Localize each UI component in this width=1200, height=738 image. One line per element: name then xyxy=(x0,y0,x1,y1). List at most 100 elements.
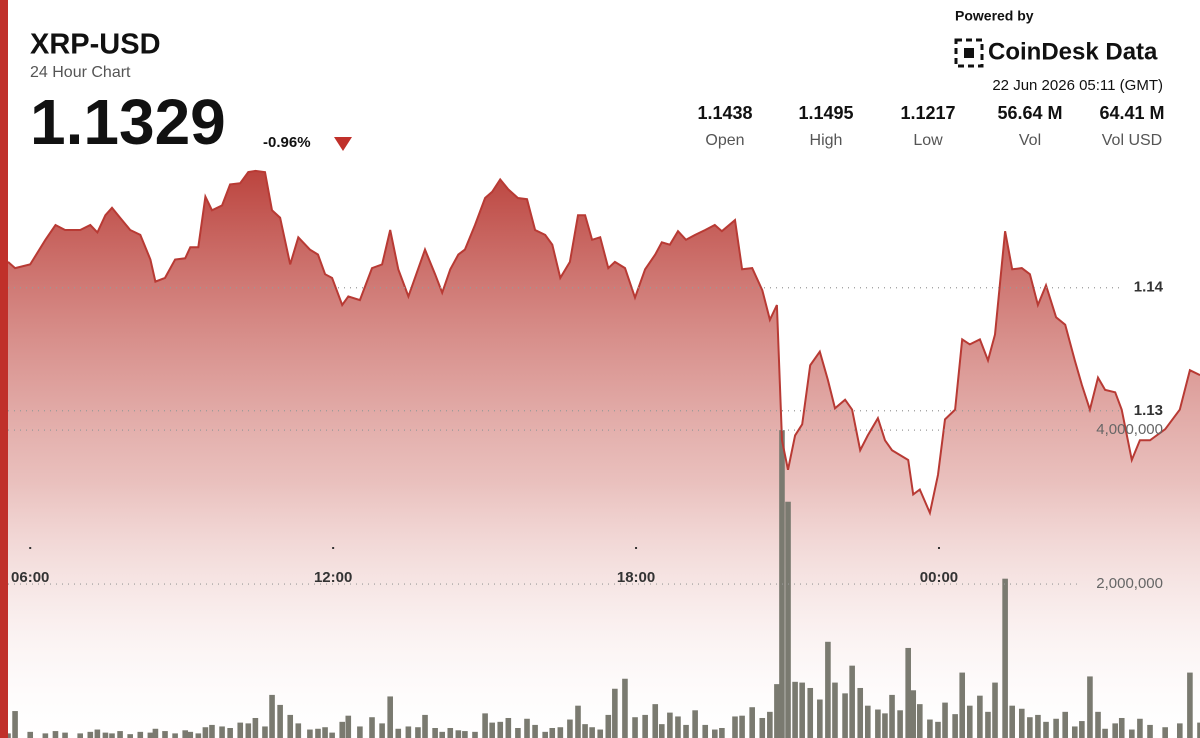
volume-bar xyxy=(1147,724,1153,738)
stat-label: Vol USD xyxy=(1102,132,1162,149)
volume-bar xyxy=(799,682,805,738)
volume-bar xyxy=(187,731,194,738)
volume-bar xyxy=(195,733,202,738)
volume-bar xyxy=(1009,705,1015,738)
volume-bar xyxy=(245,723,252,738)
volume-bar xyxy=(659,724,665,738)
volume-bar xyxy=(739,715,745,738)
volume-bar xyxy=(632,717,638,738)
volume-bar xyxy=(505,717,512,738)
volume-bar xyxy=(959,672,966,738)
volume-bar xyxy=(202,727,209,738)
volume-bar xyxy=(612,688,618,738)
volume-bar xyxy=(515,727,521,738)
volume-bar xyxy=(942,702,948,738)
volume-bar xyxy=(482,713,488,738)
volume-bar xyxy=(864,705,871,738)
volume-bar xyxy=(1162,727,1168,738)
volume-bar xyxy=(1137,718,1143,738)
volume-bar xyxy=(927,719,933,738)
volume-bar xyxy=(719,727,725,738)
stat-label: Vol xyxy=(1019,132,1041,149)
symbol: XRP-USD xyxy=(30,29,161,61)
volume-bar xyxy=(357,726,363,738)
volume-bar xyxy=(692,710,698,738)
volume-bar xyxy=(209,724,215,738)
volume-bar xyxy=(849,665,855,738)
volume-bar xyxy=(675,716,681,738)
volume-bar xyxy=(462,731,468,738)
volume-bar xyxy=(622,678,628,738)
volume-bar xyxy=(825,641,831,738)
y-tick-label: 1.13 xyxy=(1134,402,1163,419)
volume-bar xyxy=(952,714,958,738)
volume-bar xyxy=(702,724,709,738)
volume-bar xyxy=(785,501,791,738)
volume-bar xyxy=(62,732,68,738)
y2-tick-label: 4,000,000 xyxy=(1096,421,1163,438)
volume-bar xyxy=(94,729,101,738)
volume-bar xyxy=(329,732,335,738)
price-area xyxy=(8,170,1200,738)
volume-bar xyxy=(889,694,895,738)
volume-bar xyxy=(582,724,588,738)
volume-bar xyxy=(1027,717,1033,738)
volume-bar xyxy=(322,727,328,738)
y2-tick-label: 2,000,000 xyxy=(1096,575,1163,592)
volume-bar xyxy=(759,717,766,738)
volume-bar xyxy=(605,714,612,738)
volume-bar xyxy=(307,729,313,738)
volume-bar xyxy=(966,705,973,738)
stat-value: 1.1217 xyxy=(900,103,955,123)
volume-bar xyxy=(162,731,168,738)
volume-bar xyxy=(857,687,864,738)
volume-bar xyxy=(345,715,352,738)
subtitle: 24 Hour Chart xyxy=(30,64,131,81)
volume-bar xyxy=(916,704,923,738)
volume-bar xyxy=(683,724,689,738)
volume-bar xyxy=(992,682,998,738)
volume-bar xyxy=(287,714,294,738)
volume-bar xyxy=(339,721,346,738)
price-line xyxy=(7,169,1200,517)
volume-bar xyxy=(227,727,233,738)
volume-bar xyxy=(652,704,659,738)
volume-bar xyxy=(542,731,548,738)
volume-bar xyxy=(977,695,983,738)
volume-bar xyxy=(147,732,154,738)
volume-bar xyxy=(905,647,911,738)
volume-bar xyxy=(842,693,848,738)
volume-bar xyxy=(237,722,244,738)
volume-bar xyxy=(77,733,83,738)
volume-bar xyxy=(875,709,881,738)
volume-bar xyxy=(1062,711,1068,738)
volume-bar xyxy=(567,719,573,738)
volume-bar xyxy=(1018,708,1025,738)
x-tick-label: 18:00 xyxy=(617,569,655,586)
volume-bar xyxy=(575,705,581,738)
volume-bar xyxy=(667,712,673,738)
accent-bar xyxy=(0,0,8,738)
volume-bar xyxy=(262,726,268,738)
volume-bar xyxy=(12,711,18,738)
volume-bar xyxy=(1035,714,1041,738)
volume-bar xyxy=(369,717,375,738)
volume-bar xyxy=(1087,676,1093,738)
volume-bar xyxy=(712,729,718,738)
brand-logo xyxy=(954,38,984,68)
volume-bar xyxy=(52,731,59,738)
volume-bar xyxy=(219,726,225,738)
volume-bar xyxy=(295,723,302,738)
volume-bar xyxy=(1053,718,1059,738)
down-arrow xyxy=(334,137,352,151)
volume-bar xyxy=(897,710,903,738)
volume-bar xyxy=(792,681,798,738)
volume-bar xyxy=(277,704,283,738)
stat-label: Open xyxy=(705,132,744,149)
volume-bar xyxy=(882,713,888,738)
volume-bar xyxy=(315,728,321,738)
change: -0.96% xyxy=(263,134,311,151)
volume-bar xyxy=(455,730,462,738)
x-tick-label: 12:00 xyxy=(314,569,352,586)
